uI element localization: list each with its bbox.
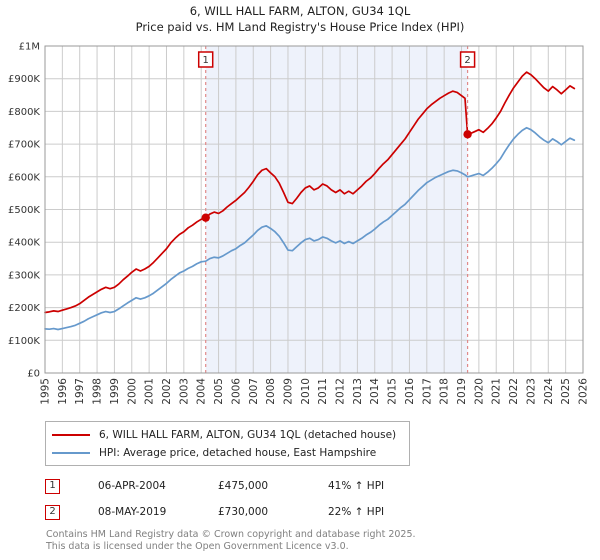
x-axis-tick-label: 2026 [578, 378, 590, 405]
marker-label-text: 1 [203, 55, 209, 66]
series-line-price-paid [44, 71, 576, 314]
x-axis-tick-label: 2012 [335, 378, 347, 405]
chart-legend: 6, WILL HALL FARM, ALTON, GU34 1QL (deta… [45, 421, 410, 466]
chart-xtick-label-layer: 1995 1996 1997 1998 1999 2000 2001 2002 2003 2004… [40, 378, 590, 405]
y-axis-tick-label: £0 [27, 369, 40, 380]
x-axis-tick-label: 2023 [525, 378, 537, 405]
legend-swatch-hpi [52, 452, 90, 454]
legend-item-hpi: HPI: Average price, detached house, East… [52, 444, 403, 462]
marker-label-box[interactable] [197, 51, 214, 68]
transaction-hpi-delta: 22% ↑ HPI [328, 506, 385, 518]
x-axis-tick-label: 2020 [473, 378, 485, 405]
footer-line-copyright: Contains HM Land Registry data © Crown c… [46, 529, 416, 540]
marker-label-text: 2 [464, 55, 470, 66]
x-axis-tick-label: 2013 [352, 378, 364, 405]
x-axis-tick-label: 2000 [126, 378, 138, 405]
y-axis-tick-label: £200K [8, 303, 40, 314]
y-axis-tick-label: £400K [8, 238, 40, 249]
x-axis-tick-label: 1998 [92, 378, 104, 405]
legend-swatch-price-paid [52, 434, 90, 436]
x-axis-tick-label: 2019 [456, 378, 468, 405]
x-axis-tick-label: 2021 [491, 378, 503, 405]
transaction-hpi-delta: 41% ↑ HPI [328, 480, 385, 492]
x-axis-tick-label: 2005 [213, 378, 225, 405]
x-axis-tick-label: 2022 [508, 378, 520, 405]
status-badge: 2 [45, 504, 60, 520]
y-axis-tick-label: £500K [8, 205, 40, 216]
x-axis-tick-label: 2011 [317, 378, 329, 405]
transaction-price: £730,000 [218, 506, 269, 518]
x-axis-tick-label: 2014 [369, 378, 381, 405]
x-axis-tick-label: 1995 [40, 378, 52, 405]
transaction-date: 06-APR-2004 [98, 480, 166, 492]
y-axis-tick-label: £300K [8, 270, 40, 281]
y-axis-tick-label: £900K [8, 74, 40, 85]
x-axis-tick-label: 2001 [144, 378, 156, 405]
y-axis-tick-label: £600K [8, 172, 40, 183]
x-axis-tick-label: 2025 [560, 378, 572, 405]
x-axis-tick-label: 2009 [282, 378, 294, 405]
x-axis-tick-label: 2018 [439, 378, 451, 405]
y-axis-tick-label: £1M [19, 42, 40, 53]
legend-label-price-paid: 6, WILL HALL FARM, ALTON, GU34 1QL (deta… [99, 429, 397, 441]
x-axis-tick-label: 1996 [57, 378, 69, 405]
series-line-hpi [44, 126, 576, 331]
footer-line-licence: This data is licensed under the Open Gov… [46, 540, 349, 552]
transaction-date: 08-MAY-2019 [98, 506, 167, 518]
legend-label-hpi: HPI: Average price, detached house, East… [99, 447, 377, 459]
chart-ytick-label-layer: £0 £100K £200K £300K £400K £500K £600K £700K £80… [8, 42, 40, 380]
x-axis-tick-label: 2004 [196, 378, 208, 405]
x-axis-tick-label: 2002 [161, 378, 173, 405]
x-axis-tick-label: 2007 [248, 378, 260, 405]
title-address: 6, WILL HALL FARM, ALTON, GU34 1QL [189, 4, 411, 18]
status-badge: 1 [45, 478, 60, 494]
x-axis-tick-label: 2024 [543, 378, 555, 405]
x-axis-tick-label: 1999 [109, 378, 121, 405]
legend-item-price-paid: 6, WILL HALL FARM, ALTON, GU34 1QL (deta… [52, 426, 403, 444]
marker-label-box[interactable] [459, 51, 476, 68]
marker-point[interactable] [463, 130, 472, 139]
chart-axis-layer [44, 45, 584, 374]
y-axis-tick-label: £800K [8, 107, 40, 118]
chart-series-layer [44, 71, 576, 331]
x-axis-tick-label: 2017 [421, 378, 433, 405]
x-axis-tick-label: 2006 [230, 378, 242, 405]
plot-frame [44, 45, 584, 374]
x-axis-tick-label: 2016 [404, 378, 416, 405]
x-axis-tick-label: 2003 [178, 378, 190, 405]
x-axis-tick-label: 2015 [387, 378, 399, 405]
marker-point[interactable] [201, 213, 210, 222]
table-row[interactable]: 1 06-APR-2004 £475,000 41% ↑ HPI [45, 473, 465, 499]
table-row[interactable]: 2 08-MAY-2019 £730,000 22% ↑ HPI [45, 499, 465, 525]
x-axis-tick-label: 2008 [265, 378, 277, 405]
transactions-table: 1 06-APR-2004 £475,000 41% ↑ HPI 2 08-MA… [45, 473, 465, 525]
x-axis-tick-label: 2010 [300, 378, 312, 405]
copyright-footer: Contains HM Land Registry data © Crown c… [46, 529, 566, 552]
x-axis-tick-label: 1997 [74, 378, 86, 405]
y-axis-tick-label: £100K [8, 336, 40, 347]
transaction-price: £475,000 [218, 480, 269, 492]
title-subtitle: Price paid vs. HM Land Registry's House … [135, 20, 465, 34]
page-title: 6, WILL HALL FARM, ALTON, GU34 1QL Price… [0, 3, 600, 35]
y-axis-tick-label: £700K [8, 140, 40, 151]
